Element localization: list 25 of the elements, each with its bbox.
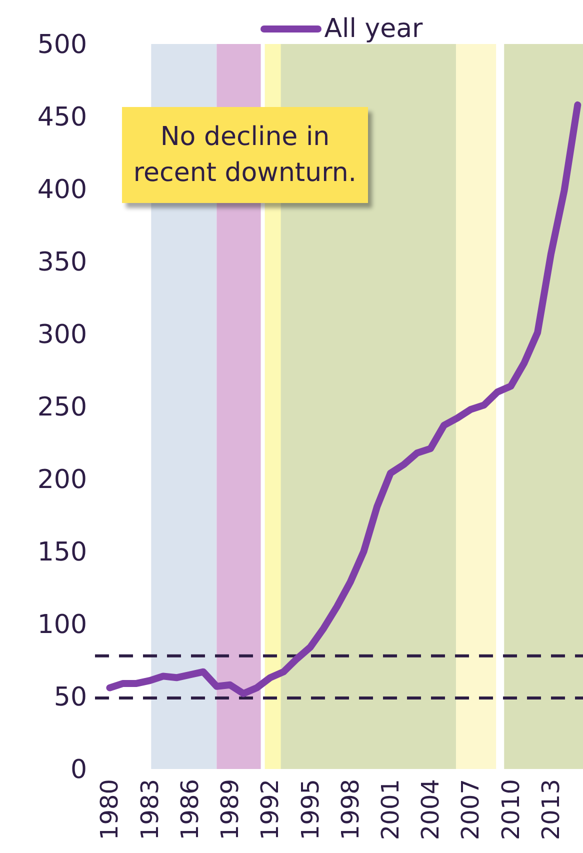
x-tick-label: 1983 xyxy=(136,779,164,840)
y-tick-label: 350 xyxy=(37,248,87,278)
x-tick-label: 2013 xyxy=(536,779,565,840)
x-tick-label: 1980 xyxy=(96,779,124,840)
y-tick-label: 200 xyxy=(37,465,87,496)
y-tick-label: 500 xyxy=(37,30,87,60)
x-tick-label: 1995 xyxy=(296,779,324,840)
y-tick-label: 250 xyxy=(37,392,87,423)
x-tick-label: 2004 xyxy=(416,779,445,840)
y-tick-label: 400 xyxy=(37,175,87,206)
x-tick-label: 2007 xyxy=(456,779,485,840)
x-tick-label: 1998 xyxy=(336,779,364,840)
x-tick-label: 1986 xyxy=(176,779,204,840)
y-tick-label: 100 xyxy=(37,610,87,640)
y-tick-label: 150 xyxy=(37,538,87,568)
y-tick-label: 300 xyxy=(37,320,87,350)
x-tick-label: 1992 xyxy=(256,779,284,840)
y-tick-label: 0 xyxy=(70,755,87,786)
legend-label: All year xyxy=(324,14,423,44)
x-tick-label: 1989 xyxy=(216,779,244,840)
annotation: No decline in recent downturn. xyxy=(122,107,368,203)
x-tick-label: 2010 xyxy=(496,779,525,840)
y-tick-label: 450 xyxy=(37,102,87,133)
y-tick-label: 50 xyxy=(54,682,87,713)
x-tick-label: 2001 xyxy=(376,779,404,840)
